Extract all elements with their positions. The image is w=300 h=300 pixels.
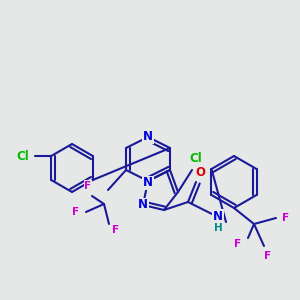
Text: H: H <box>214 223 222 233</box>
Text: N: N <box>143 130 153 143</box>
Text: F: F <box>84 181 92 191</box>
Text: F: F <box>282 213 290 223</box>
Text: Cl: Cl <box>17 149 30 163</box>
Text: N: N <box>213 209 223 223</box>
Text: F: F <box>234 239 242 249</box>
Text: N: N <box>138 199 148 212</box>
Text: O: O <box>195 166 205 178</box>
Text: F: F <box>72 207 80 217</box>
Text: F: F <box>264 251 272 261</box>
Text: N: N <box>143 176 153 190</box>
Text: Cl: Cl <box>190 152 202 166</box>
Text: F: F <box>112 225 120 235</box>
